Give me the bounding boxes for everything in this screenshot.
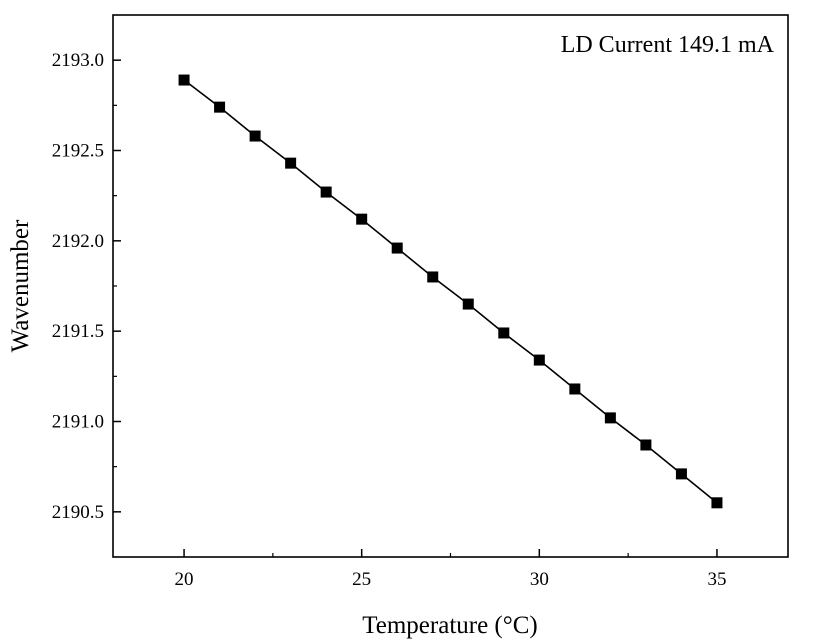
data-point (249, 130, 261, 142)
y-tick-label: 2191.5 (52, 321, 104, 342)
data-point (356, 213, 368, 225)
data-point (498, 327, 510, 339)
x-axis-ticks: 20 25 30 35 (175, 549, 726, 590)
y-axis-title: Wavenumber (7, 219, 34, 352)
data-point (462, 298, 474, 310)
chart-annotation: LD Current 149.1 mA (561, 32, 775, 58)
y-tick-label: 2193.0 (52, 50, 104, 71)
x-tick-label: 25 (352, 569, 371, 590)
data-point (320, 186, 332, 198)
y-tick-label: 2192.0 (52, 231, 104, 252)
x-tick-label: 20 (175, 569, 194, 590)
y-tick-label: 2192.5 (52, 141, 104, 162)
data-point (427, 271, 439, 283)
x-axis-title: Temperature (°C) (362, 612, 538, 639)
y-tick-label: 2190.5 (52, 502, 104, 523)
y-tick-label: 2191.0 (52, 412, 104, 433)
data-point (178, 74, 190, 86)
data-point (214, 101, 226, 113)
series-line (183, 79, 718, 504)
data-point (569, 383, 581, 395)
x-tick-label: 30 (530, 569, 549, 590)
data-point (604, 412, 616, 424)
series-markers (178, 74, 723, 509)
data-point (711, 497, 723, 509)
data-point (675, 468, 687, 480)
data-point (391, 242, 403, 254)
data-point (285, 157, 297, 169)
data-point (533, 354, 545, 366)
x-tick-label: 35 (707, 569, 726, 590)
y-axis-ticks: 2190.5 2191.0 2191.5 2192.0 2192.5 2193.0 (52, 50, 121, 523)
data-point (640, 439, 652, 451)
